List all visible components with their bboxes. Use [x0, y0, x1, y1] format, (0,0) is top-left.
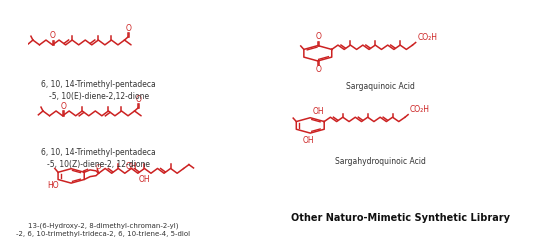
- Text: HO: HO: [47, 181, 58, 190]
- Text: Other Naturo-Mimetic Synthetic Library: Other Naturo-Mimetic Synthetic Library: [292, 213, 510, 223]
- Text: O: O: [315, 65, 321, 74]
- Text: Sargahydroquinoic Acid: Sargahydroquinoic Acid: [336, 157, 426, 166]
- Text: O: O: [50, 31, 56, 40]
- Text: O: O: [95, 164, 101, 170]
- Text: OH: OH: [126, 162, 137, 171]
- Text: O: O: [60, 102, 66, 111]
- Text: O: O: [136, 94, 142, 104]
- Text: OH: OH: [312, 107, 324, 116]
- Text: 13-(6-Hydroxy-2, 8-dimethyl-chroman-2-yl)
-2, 6, 10-trimethyl-trideca-2, 6, 10-t: 13-(6-Hydroxy-2, 8-dimethyl-chroman-2-yl…: [16, 223, 190, 237]
- Text: Sargaquinoic Acid: Sargaquinoic Acid: [346, 82, 415, 91]
- Text: O: O: [125, 24, 131, 32]
- Text: OH: OH: [302, 136, 314, 144]
- Text: 6, 10, 14-Trimethyl-pentadeca
-5, 10(E)-diene-2,12-dione: 6, 10, 14-Trimethyl-pentadeca -5, 10(E)-…: [41, 80, 156, 101]
- Text: O: O: [315, 32, 321, 42]
- Text: 6, 10, 14-Trimethyl-pentadeca
-5, 10(Z)-diene-2, 12-dione: 6, 10, 14-Trimethyl-pentadeca -5, 10(Z)-…: [41, 148, 156, 169]
- Text: CO₂H: CO₂H: [410, 106, 430, 114]
- Text: CO₂H: CO₂H: [417, 33, 437, 42]
- Text: OH: OH: [139, 175, 151, 184]
